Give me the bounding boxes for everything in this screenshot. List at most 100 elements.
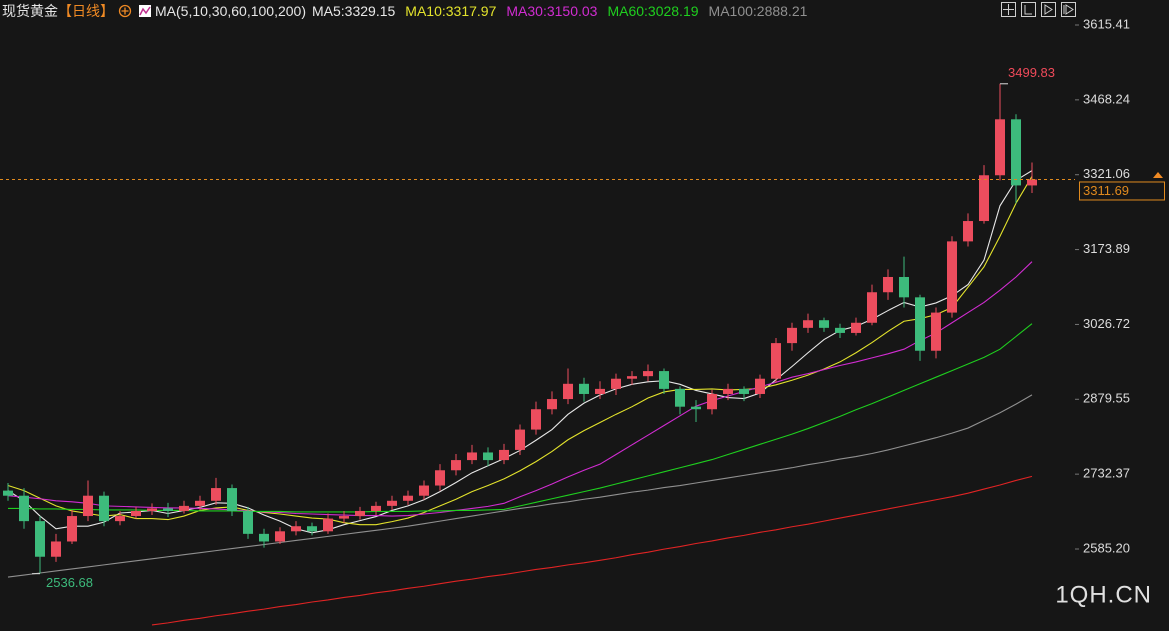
candle-body xyxy=(227,488,237,511)
tool-button[interactable] xyxy=(1041,2,1056,17)
legend-entry: MA100:2888.21 xyxy=(708,3,808,19)
candle-body xyxy=(723,388,733,394)
candle-body xyxy=(467,452,477,461)
period[interactable]: 【日线】 xyxy=(58,3,114,19)
candles xyxy=(3,83,1037,574)
watermark: 1QH.CN xyxy=(1055,581,1152,608)
candle-body xyxy=(115,516,125,522)
candle-body xyxy=(835,327,845,333)
candle-body xyxy=(67,516,77,542)
y-tick-label: 2879.55 xyxy=(1083,391,1130,406)
candle-body xyxy=(755,378,765,394)
candle-body xyxy=(35,521,45,557)
candle-body xyxy=(515,429,525,450)
candle-body xyxy=(131,510,141,517)
candle-body xyxy=(339,516,349,519)
candle-body xyxy=(1027,179,1037,186)
candle-body xyxy=(611,378,621,389)
last-price-label: 3311.69 xyxy=(1083,183,1129,198)
candle-body xyxy=(547,399,557,410)
ma-line xyxy=(7,261,1033,517)
tool-button[interactable] xyxy=(1001,2,1016,17)
ma-line xyxy=(7,176,1033,526)
tool-button[interactable] xyxy=(1061,2,1076,17)
candle-body xyxy=(307,526,317,532)
y-tick-label: 3468.24 xyxy=(1083,91,1130,106)
candle-body xyxy=(3,490,13,496)
candle-body xyxy=(563,383,573,400)
candle-body xyxy=(211,488,221,501)
candle-body xyxy=(419,485,429,496)
candle-body xyxy=(483,452,493,461)
candle-body xyxy=(19,495,29,522)
candle-body xyxy=(915,297,925,351)
candle-body xyxy=(707,393,717,410)
candle-body xyxy=(323,518,333,532)
candle-body xyxy=(819,320,829,328)
candle-body xyxy=(499,449,509,461)
candle-body xyxy=(531,409,541,430)
candle-body xyxy=(195,500,205,506)
candle-body xyxy=(851,322,861,333)
candle-body xyxy=(643,371,653,377)
candle-body xyxy=(883,276,893,293)
candle-body xyxy=(787,327,797,344)
legend-entry: MA5:3329.15 xyxy=(312,3,396,19)
candle-body xyxy=(595,388,605,394)
candle-body xyxy=(51,541,61,557)
candle-body xyxy=(627,376,637,379)
legend: MA5:3329.15 MA10:3317.97 MA30:3150.03 MA60:… xyxy=(312,3,817,19)
candle-body xyxy=(1011,119,1021,186)
last-price-box xyxy=(1079,181,1165,201)
instrument-title: 现货黄金 xyxy=(2,3,58,19)
toolbar xyxy=(1001,2,1076,17)
candle-body xyxy=(659,371,669,389)
settings-icon[interactable] xyxy=(118,4,132,18)
candle-body xyxy=(739,388,749,394)
price-marker xyxy=(1153,172,1163,178)
header: 现货黄金 【日线】 MA(5,10,30,60,100,200) MA5:332… xyxy=(2,2,817,20)
candle-body xyxy=(899,276,909,298)
candle-body xyxy=(371,505,381,511)
y-tick-label: 3321.06 xyxy=(1083,166,1130,181)
candle-body xyxy=(387,500,397,506)
candle-body xyxy=(179,505,189,511)
ma-line xyxy=(151,475,1033,626)
y-tick-label: 3615.41 xyxy=(1083,16,1130,31)
candle-body xyxy=(291,526,301,532)
candle-body xyxy=(83,495,93,517)
min-label: 2536.68 xyxy=(46,575,93,590)
candle-body xyxy=(451,460,461,471)
candle-body xyxy=(163,508,173,511)
y-tick-label: 2732.37 xyxy=(1083,466,1130,481)
ma-line xyxy=(8,323,1033,513)
candle-body xyxy=(147,508,157,511)
y-tick-label: 3173.89 xyxy=(1083,241,1130,256)
y-tick-label: 3026.72 xyxy=(1083,316,1130,331)
legend-entry: MA60:3028.19 xyxy=(607,3,699,19)
ma-icon[interactable] xyxy=(138,4,152,18)
candle-body xyxy=(995,119,1005,176)
y-tick-label: 2585.20 xyxy=(1083,540,1130,555)
ma-lines xyxy=(7,170,1033,626)
candle-body xyxy=(979,175,989,222)
candle-body xyxy=(963,221,973,242)
candle-body xyxy=(355,510,365,517)
ma-params: MA(5,10,30,60,100,200) xyxy=(155,3,306,19)
legend-entry: MA30:3150.03 xyxy=(506,3,598,19)
candle-body xyxy=(771,343,781,379)
candle-body xyxy=(931,312,941,351)
ma-line xyxy=(7,394,1033,578)
candle-body xyxy=(243,510,253,534)
candle-body xyxy=(867,292,877,323)
tool-button[interactable] xyxy=(1021,2,1036,17)
candle-body xyxy=(259,533,269,542)
candle-body xyxy=(99,495,109,522)
candle-body xyxy=(403,495,413,501)
candle-body xyxy=(275,531,285,542)
candle-body xyxy=(691,406,701,410)
legend-entry: MA10:3317.97 xyxy=(405,3,497,19)
candle-body xyxy=(675,388,685,407)
